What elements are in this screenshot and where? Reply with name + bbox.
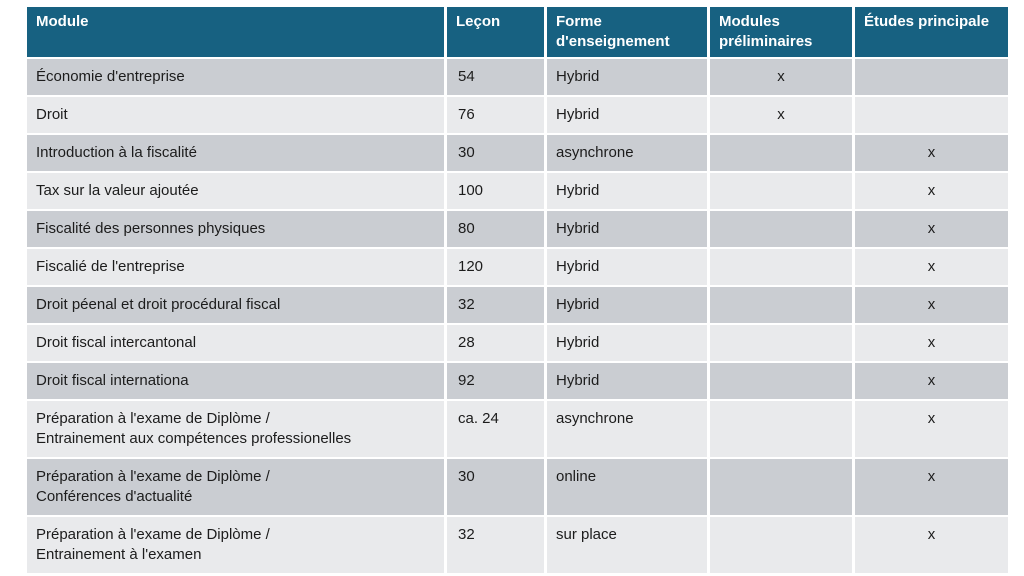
module-cell: Droit fiscal internationa	[27, 363, 444, 401]
forme-cell: Hybrid	[544, 173, 707, 211]
lecon-cell: 30	[444, 135, 544, 173]
header-cell-modules-preliminaires: Modules préliminaires	[707, 7, 852, 59]
forme-cell: Hybrid	[544, 97, 707, 135]
table-row: Fiscalié de l'entreprise 120 Hybrid x	[27, 249, 1008, 287]
table-row: Fiscalité des personnes physiques 80 Hyb…	[27, 211, 1008, 249]
preliminaires-cell	[707, 249, 852, 287]
preliminaires-cell	[707, 173, 852, 211]
principale-cell: x	[852, 249, 1008, 287]
course-modules-table: Module Leçon Forme d'enseignement Module…	[27, 7, 1008, 575]
module-cell: Droit	[27, 97, 444, 135]
table-row: Droit 76 Hybrid x	[27, 97, 1008, 135]
lecon-cell: 32	[444, 287, 544, 325]
preliminaires-cell: x	[707, 59, 852, 97]
module-cell: Préparation à l'exame de Diplòme / Confé…	[27, 459, 444, 517]
table-row: Introduction à la fiscalité 30 asynchron…	[27, 135, 1008, 173]
preliminaires-cell	[707, 517, 852, 575]
principale-cell	[852, 97, 1008, 135]
principale-cell: x	[852, 287, 1008, 325]
lecon-cell: 92	[444, 363, 544, 401]
lecon-cell: ca. 24	[444, 401, 544, 459]
principale-cell: x	[852, 211, 1008, 249]
principale-cell: x	[852, 325, 1008, 363]
forme-cell: Hybrid	[544, 249, 707, 287]
forme-cell: Hybrid	[544, 211, 707, 249]
forme-cell: Hybrid	[544, 363, 707, 401]
principale-cell: x	[852, 517, 1008, 575]
preliminaires-cell	[707, 135, 852, 173]
principale-cell: x	[852, 173, 1008, 211]
forme-cell: Hybrid	[544, 325, 707, 363]
module-cell: Préparation à l'exame de Diplòme / Entra…	[27, 517, 444, 575]
module-cell: Fiscalité des personnes physiques	[27, 211, 444, 249]
lecon-cell: 100	[444, 173, 544, 211]
forme-cell: sur place	[544, 517, 707, 575]
header-cell-module: Module	[27, 7, 444, 59]
preliminaires-cell	[707, 401, 852, 459]
module-cell: Droit fiscal intercantonal	[27, 325, 444, 363]
lecon-cell: 76	[444, 97, 544, 135]
forme-cell: asynchrone	[544, 401, 707, 459]
module-cell: Droit péenal et droit procédural fiscal	[27, 287, 444, 325]
principale-cell: x	[852, 363, 1008, 401]
principale-cell: x	[852, 459, 1008, 517]
lecon-cell: 32	[444, 517, 544, 575]
forme-cell: online	[544, 459, 707, 517]
table-row: Droit péenal et droit procédural fiscal …	[27, 287, 1008, 325]
table-row: Préparation à l'exame de Diplòme / Confé…	[27, 459, 1008, 517]
lecon-cell: 30	[444, 459, 544, 517]
table-body: Économie d'entreprise 54 Hybrid x Droit …	[27, 59, 1008, 575]
principale-cell	[852, 59, 1008, 97]
preliminaires-cell	[707, 211, 852, 249]
lecon-cell: 80	[444, 211, 544, 249]
module-cell: Tax sur la valeur ajoutée	[27, 173, 444, 211]
principale-cell: x	[852, 135, 1008, 173]
header-cell-forme-enseignement: Forme d'enseignement	[544, 7, 707, 59]
preliminaires-cell	[707, 325, 852, 363]
principale-cell: x	[852, 401, 1008, 459]
preliminaires-cell	[707, 363, 852, 401]
module-cell: Économie d'entreprise	[27, 59, 444, 97]
table-row: Préparation à l'exame de Diplòme / Entra…	[27, 401, 1008, 459]
header-row: Module Leçon Forme d'enseignement Module…	[27, 7, 1008, 59]
preliminaires-cell	[707, 287, 852, 325]
table-row: Droit fiscal intercantonal 28 Hybrid x	[27, 325, 1008, 363]
table-row: Tax sur la valeur ajoutée 100 Hybrid x	[27, 173, 1008, 211]
preliminaires-cell: x	[707, 97, 852, 135]
module-cell: Préparation à l'exame de Diplòme / Entra…	[27, 401, 444, 459]
table-row: Économie d'entreprise 54 Hybrid x	[27, 59, 1008, 97]
forme-cell: asynchrone	[544, 135, 707, 173]
header-cell-etudes-principale: Études principale	[852, 7, 1008, 59]
lecon-cell: 120	[444, 249, 544, 287]
module-cell: Introduction à la fiscalité	[27, 135, 444, 173]
header-cell-lecon: Leçon	[444, 7, 544, 59]
lecon-cell: 54	[444, 59, 544, 97]
forme-cell: Hybrid	[544, 287, 707, 325]
lecon-cell: 28	[444, 325, 544, 363]
table-row: Préparation à l'exame de Diplòme / Entra…	[27, 517, 1008, 575]
module-cell: Fiscalié de l'entreprise	[27, 249, 444, 287]
forme-cell: Hybrid	[544, 59, 707, 97]
table-header: Module Leçon Forme d'enseignement Module…	[27, 7, 1008, 59]
table-row: Droit fiscal internationa 92 Hybrid x	[27, 363, 1008, 401]
preliminaires-cell	[707, 459, 852, 517]
